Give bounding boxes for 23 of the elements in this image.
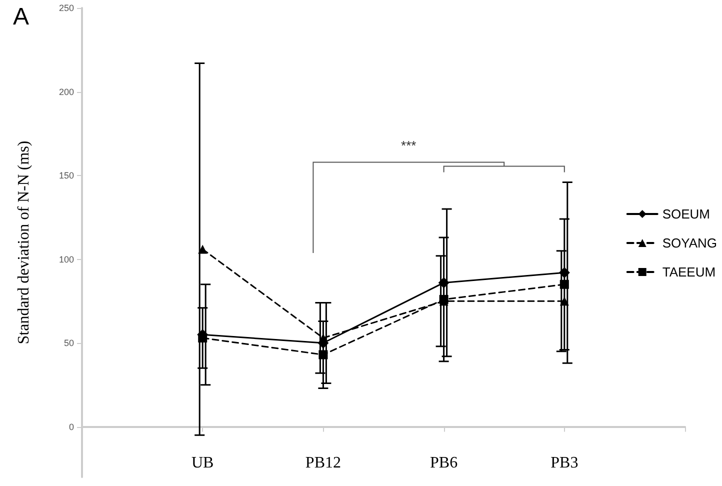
point — [198, 333, 208, 342]
point — [438, 277, 450, 288]
y-tick-label: 100 — [58, 254, 74, 264]
y-axis-title: Standard deviation of N-N (ms) — [16, 140, 32, 344]
legend-label: TAEEUM — [662, 264, 716, 280]
point — [558, 267, 570, 278]
y-tick-label: 150 — [58, 170, 74, 180]
x-tick-label: PB6 — [430, 454, 458, 472]
chart-title: A — [13, 4, 30, 30]
y-tick-label: 250 — [58, 3, 74, 13]
point — [198, 244, 208, 254]
y-tick-label: 50 — [64, 338, 74, 348]
y-tick-label: 0 — [68, 422, 74, 432]
point — [560, 296, 569, 306]
x-tick-label: PB12 — [305, 454, 341, 472]
x-tick-label: UB — [191, 454, 214, 472]
point — [318, 350, 328, 360]
annotation: *** — [401, 138, 416, 154]
point — [560, 280, 569, 289]
x-tick-label: PB3 — [550, 454, 578, 472]
legend-label: SOYANG — [662, 236, 718, 250]
y-tick-label: 200 — [58, 86, 74, 97]
legend-label: SOEUM — [662, 206, 710, 222]
